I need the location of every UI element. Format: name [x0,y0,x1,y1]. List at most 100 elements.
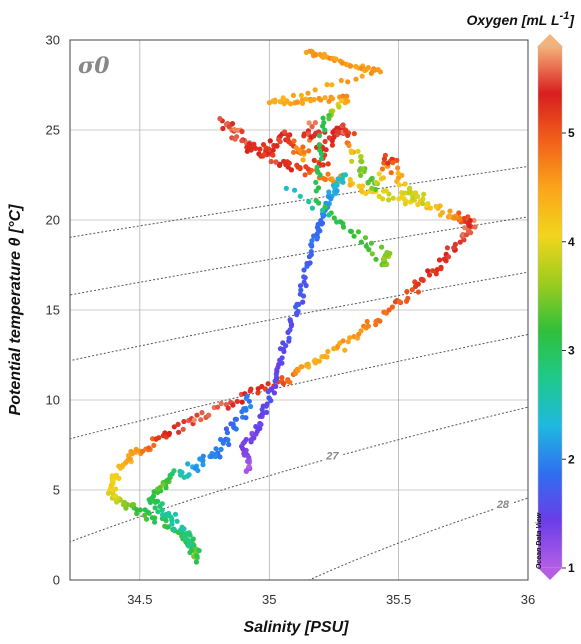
data-point [287,317,293,323]
data-point [344,93,350,99]
data-point [244,393,250,399]
data-point [112,493,118,499]
data-point [134,510,140,517]
data-point [402,190,408,196]
data-point [281,158,287,164]
data-point [355,148,361,154]
data-point [329,96,336,102]
data-point [179,469,185,476]
data-point [226,124,232,130]
data-point [248,147,254,153]
data-point [309,124,315,130]
data-point [348,148,354,154]
data-point [257,425,263,432]
data-point [266,146,272,152]
data-point [175,421,181,427]
data-point [355,229,361,235]
data-point [123,459,130,465]
data-point [396,182,402,188]
data-point [113,473,119,479]
data-point [282,129,288,135]
data-point [306,199,312,205]
data-point [385,160,391,166]
data-point [194,412,200,418]
data-point [430,268,436,274]
data-point [298,92,304,98]
x-tick-label: 35 [262,592,276,607]
data-point [218,446,224,452]
data-point [301,131,307,137]
data-point [255,390,261,396]
data-point [351,131,357,137]
data-point [181,474,187,480]
data-point [394,157,400,163]
data-point [298,287,304,293]
data-point [169,521,175,527]
data-point [373,318,379,324]
data-point [269,386,275,392]
y-axis-title: Potential temperature θ [°C] [7,204,24,416]
colorbar-tick-label: 4 [568,235,575,249]
data-point [223,426,229,432]
data-point [331,134,337,140]
data-point [159,512,166,518]
data-point [259,411,265,417]
data-point [380,175,386,181]
data-point [330,129,336,135]
data-point [356,183,362,189]
data-point [389,304,395,310]
data-point [168,514,174,520]
data-point [426,272,433,278]
data-point [183,531,189,537]
data-point [307,260,313,266]
data-point [358,328,364,334]
data-point [381,160,387,166]
data-point [306,120,312,126]
data-point [349,158,355,164]
data-point [369,251,375,257]
data-point [258,421,264,428]
x-tick-label: 35.5 [386,592,411,607]
y-tick-label: 30 [46,33,60,48]
data-point [329,176,335,182]
contour-label-28: 28 [496,499,510,511]
data-point [322,95,328,101]
data-point [152,519,158,525]
data-point [263,403,269,409]
data-point [347,176,353,183]
data-point [200,453,206,459]
data-point [167,472,173,478]
data-point [206,412,212,418]
data-point [294,99,300,105]
data-point [309,238,315,244]
data-point [316,358,322,364]
data-point [338,177,344,183]
data-point [146,445,152,451]
data-point [365,323,371,329]
data-point [149,496,155,502]
plot-frame [69,39,529,581]
data-point [217,116,223,122]
data-point [388,170,394,176]
data-point [311,157,317,163]
data-point [353,76,359,82]
data-point [376,171,382,177]
data-point [314,164,320,170]
data-point [452,241,458,247]
data-point [315,221,321,227]
data-point [233,416,239,422]
data-point [294,162,300,168]
data-point [273,375,280,381]
data-point [217,454,223,460]
data-point [347,228,354,234]
data-point [307,48,313,54]
data-point [373,179,379,186]
sigma-label: σ0 [78,53,110,79]
data-point [277,161,283,167]
data-point [142,512,148,519]
y-tick-label: 10 [46,393,60,408]
density-contour-labels: 27 28 [323,449,512,511]
data-point [318,151,324,157]
data-point [340,221,346,227]
data-point [240,446,246,452]
